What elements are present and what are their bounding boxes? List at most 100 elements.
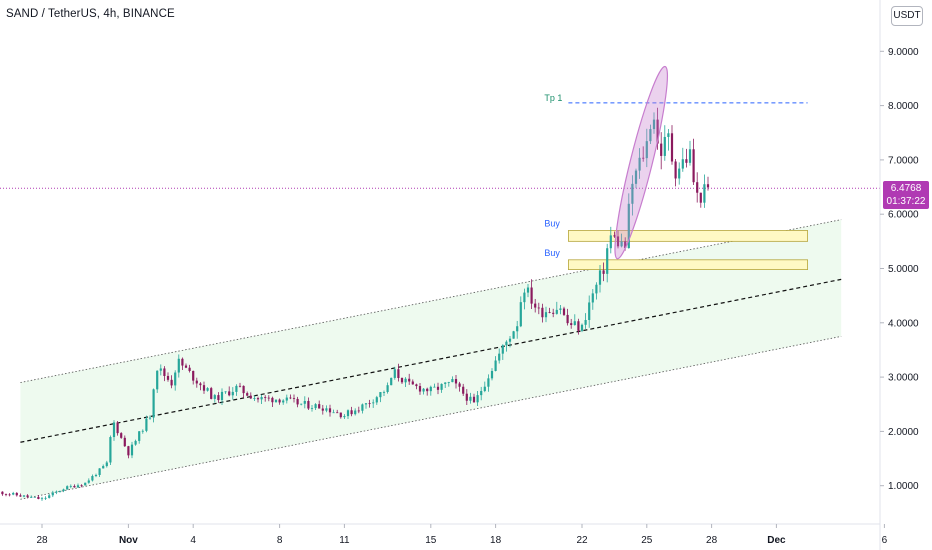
candle-body xyxy=(660,143,663,156)
candle-body xyxy=(325,408,328,411)
candle-body xyxy=(350,410,353,415)
candle-body xyxy=(130,444,134,456)
candle-body xyxy=(447,382,450,383)
candle-body xyxy=(634,170,638,184)
candle-body xyxy=(397,369,400,379)
candle-body xyxy=(436,386,440,390)
candle-body xyxy=(282,400,285,403)
candle-body xyxy=(451,379,454,383)
candle-body xyxy=(573,321,576,326)
candle-body xyxy=(141,430,144,432)
candle-body xyxy=(606,248,609,274)
candle-body xyxy=(523,292,526,303)
candle-body xyxy=(627,203,630,249)
candle-body xyxy=(30,496,33,498)
candle-body xyxy=(138,431,141,441)
candle-body xyxy=(393,369,396,378)
candle-body xyxy=(127,446,130,456)
candle-body xyxy=(483,386,486,391)
candle-body xyxy=(242,385,245,394)
candle-body xyxy=(98,468,101,475)
candle-body xyxy=(458,383,461,387)
candle-body xyxy=(292,398,296,399)
candle-body xyxy=(105,462,108,467)
x-tick-label: 18 xyxy=(490,535,502,546)
candle-body xyxy=(310,408,314,409)
candlestick-series xyxy=(1,107,710,501)
candle-body xyxy=(674,161,677,179)
last-price-value: 6.4768 xyxy=(890,183,922,194)
annotations: Buy Buy Tp 1 xyxy=(544,65,808,260)
y-tick-label: 6.0000 xyxy=(888,210,919,221)
candle-body xyxy=(487,378,490,387)
candle-body xyxy=(555,309,558,314)
candle-body xyxy=(379,392,382,398)
candle-body xyxy=(246,393,249,396)
currency-button[interactable]: USDT xyxy=(891,6,923,26)
candle-body xyxy=(580,324,584,331)
candle-body xyxy=(26,495,29,498)
y-tick-label: 8.0000 xyxy=(888,101,919,112)
candle-body xyxy=(94,474,98,477)
candle-body xyxy=(188,367,191,371)
candle-body xyxy=(656,119,659,144)
candle-body xyxy=(48,495,51,498)
candle-body xyxy=(112,422,116,438)
candle-body xyxy=(544,312,548,318)
candle-body xyxy=(343,416,346,418)
candle-body xyxy=(588,302,591,320)
x-tick-label: 11 xyxy=(339,535,350,546)
candle-body xyxy=(192,370,195,381)
candle-body xyxy=(408,378,411,382)
x-tick-label: Dec xyxy=(767,535,786,546)
candle-body xyxy=(181,358,184,366)
candle-body xyxy=(570,323,573,326)
regression-channel xyxy=(20,219,842,500)
candle-body xyxy=(163,368,166,376)
candle-body xyxy=(706,184,710,188)
candle-body xyxy=(548,312,551,313)
y-tick-label: 2.0000 xyxy=(888,427,919,438)
candle-body xyxy=(364,403,368,405)
candle-body xyxy=(303,400,306,404)
candle-body xyxy=(368,403,371,405)
candle-body xyxy=(148,417,152,419)
y-tick-label: 7.0000 xyxy=(888,155,919,166)
candle-body xyxy=(238,385,242,387)
candle-body xyxy=(145,418,148,431)
tp1-label: Tp 1 xyxy=(544,93,562,103)
candle-body xyxy=(55,491,58,493)
candle-body xyxy=(667,133,670,137)
candle-body xyxy=(624,241,627,249)
x-tick-label: 28 xyxy=(36,535,48,546)
channel-lower-line xyxy=(20,335,842,500)
candle-body xyxy=(526,287,530,293)
candle-body xyxy=(688,149,692,163)
candle-body xyxy=(566,314,569,324)
candle-body xyxy=(296,398,299,405)
candle-body xyxy=(339,412,342,418)
candle-body xyxy=(696,182,699,193)
candle-body xyxy=(170,379,173,386)
candle-body xyxy=(102,466,105,469)
candle-body xyxy=(87,480,90,483)
last-price-badge: 6.4768 01:37:22 xyxy=(883,181,929,209)
candle-body xyxy=(530,287,533,304)
candle-body xyxy=(213,395,216,399)
candle-body xyxy=(8,494,11,496)
candle-body xyxy=(84,482,87,486)
candle-body xyxy=(116,422,119,434)
candle-body xyxy=(235,385,238,392)
candle-body xyxy=(699,192,702,203)
candle-body xyxy=(652,119,656,130)
candle-body xyxy=(336,412,339,414)
candle-body xyxy=(33,496,36,498)
candle-body xyxy=(76,485,80,488)
candle-body xyxy=(476,395,479,403)
y-tick-label: 3.0000 xyxy=(888,373,919,384)
candle-body xyxy=(638,157,641,171)
candle-body xyxy=(289,397,292,399)
buy-zones xyxy=(568,230,809,270)
